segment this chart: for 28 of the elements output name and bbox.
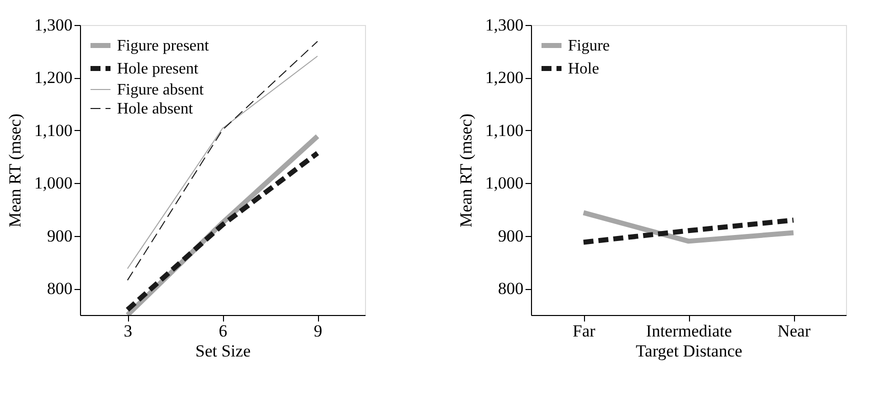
y-tick-label: 800 bbox=[47, 279, 72, 298]
legend-label: Hole bbox=[568, 60, 600, 78]
y-tick-label: 1,200 bbox=[34, 68, 72, 88]
y-tick-label: 1,100 bbox=[34, 120, 72, 140]
x-axis-title: Set Size bbox=[195, 342, 251, 360]
x-tick-label: 3 bbox=[124, 322, 132, 340]
y-tick-label: 1,200 bbox=[485, 68, 524, 88]
y-axis-title: Mean RT (msec) bbox=[456, 114, 476, 228]
y-tick-label: 1,100 bbox=[485, 120, 524, 140]
x-tick-label: Far bbox=[572, 322, 596, 340]
y-tick-label: 1,000 bbox=[485, 174, 524, 193]
x-axis-title: Target Distance bbox=[636, 342, 742, 360]
y-tick-label: 900 bbox=[47, 226, 72, 246]
y-tick-label: 1,300 bbox=[485, 16, 524, 34]
y-tick-label: 1,000 bbox=[34, 174, 72, 193]
x-tick-label: Near bbox=[777, 322, 811, 340]
legend-label: Figure bbox=[568, 38, 610, 54]
x-tick-label: 6 bbox=[218, 322, 228, 340]
legend-label: Hole absent bbox=[117, 100, 194, 118]
y-tick-label: 1,300 bbox=[34, 16, 72, 34]
legend-label: Hole present bbox=[117, 60, 199, 78]
x-tick-label: Intermediate bbox=[646, 322, 732, 340]
y-tick-label: 800 bbox=[498, 279, 524, 298]
y-tick-label: 900 bbox=[498, 226, 524, 246]
y-axis-title: Mean RT (msec) bbox=[5, 114, 24, 228]
x-tick-label: 9 bbox=[314, 322, 322, 340]
legend-label: Figure absent bbox=[117, 82, 204, 98]
legend-label: Figure present bbox=[117, 38, 210, 54]
